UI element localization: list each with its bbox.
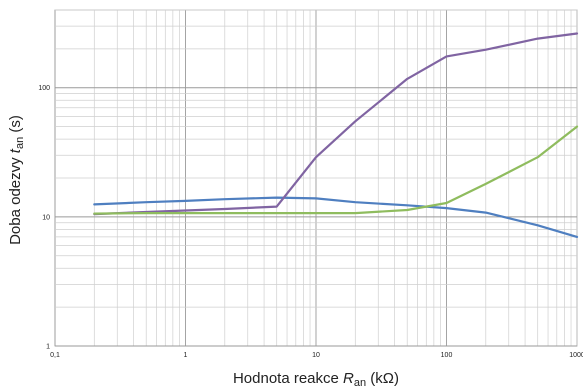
y-tick-label: 100 [38, 85, 50, 92]
series-1-point [93, 203, 95, 205]
series-3-point [445, 202, 448, 204]
y-axis-title-symbol: t [7, 148, 24, 153]
y-axis-title-subscript: an [14, 137, 26, 149]
x-tick-label: 100 [441, 352, 453, 359]
x-axis-title-suffix: (kΩ) [366, 370, 399, 387]
series-1-point [445, 207, 448, 209]
series-2-point [537, 38, 539, 40]
series-3-point [485, 183, 487, 185]
series-2-point [576, 32, 578, 35]
series-2-point [224, 208, 226, 210]
series-2-point [406, 78, 408, 80]
series-2-point [315, 156, 317, 158]
series-3-point [276, 212, 278, 214]
series-3-point [406, 209, 408, 211]
series-1-point [537, 224, 539, 226]
x-tick-label: 1 [184, 352, 188, 359]
series-line-2 [93, 32, 579, 216]
x-tick-label: 0,1 [50, 352, 60, 359]
series-1-point [406, 204, 408, 206]
series-3-point [224, 212, 226, 214]
y-tick-label: 10 [42, 214, 50, 221]
series-1-point [354, 201, 356, 203]
y-axis-title-prefix: Doba odezvy [7, 153, 24, 245]
series-1-point [485, 211, 487, 214]
x-tick-label: 10 [312, 352, 320, 359]
series-2-point [276, 206, 278, 208]
x-tick-label: 1000 [569, 352, 583, 359]
x-axis-title: Hodnota reakce Ran (kΩ) [233, 370, 399, 387]
series-3-point [184, 212, 187, 214]
series-2-point [445, 55, 448, 57]
series-3-point [537, 156, 539, 158]
series-3-point [93, 213, 95, 215]
x-axis-title-symbol: R [343, 370, 354, 387]
series-1-point [276, 197, 278, 199]
series-3-point [576, 126, 578, 128]
x-axis-title-subscript: an [354, 377, 366, 387]
y-axis-title: Doba odezvy tan (s) [7, 115, 26, 245]
y-tick-label: 1 [46, 344, 50, 351]
series-3-point [315, 212, 317, 214]
series-3-point [354, 212, 356, 214]
series-layer [93, 32, 579, 238]
series-2-point [354, 120, 356, 122]
series-1-point [224, 198, 226, 200]
series-1-point [576, 236, 578, 238]
series-3-point [145, 212, 147, 214]
y-axis-title-suffix: (s) [7, 115, 24, 137]
series-1-point [315, 197, 317, 200]
grid [54, 9, 578, 347]
series-line-1 [93, 196, 579, 238]
series-2-point [184, 209, 187, 212]
series-2-point [485, 49, 487, 51]
series-line-3 [93, 125, 579, 215]
series-1-point [145, 201, 147, 203]
series-1-point [184, 200, 187, 202]
x-axis-title-prefix: Hodnota reakce [233, 370, 343, 387]
